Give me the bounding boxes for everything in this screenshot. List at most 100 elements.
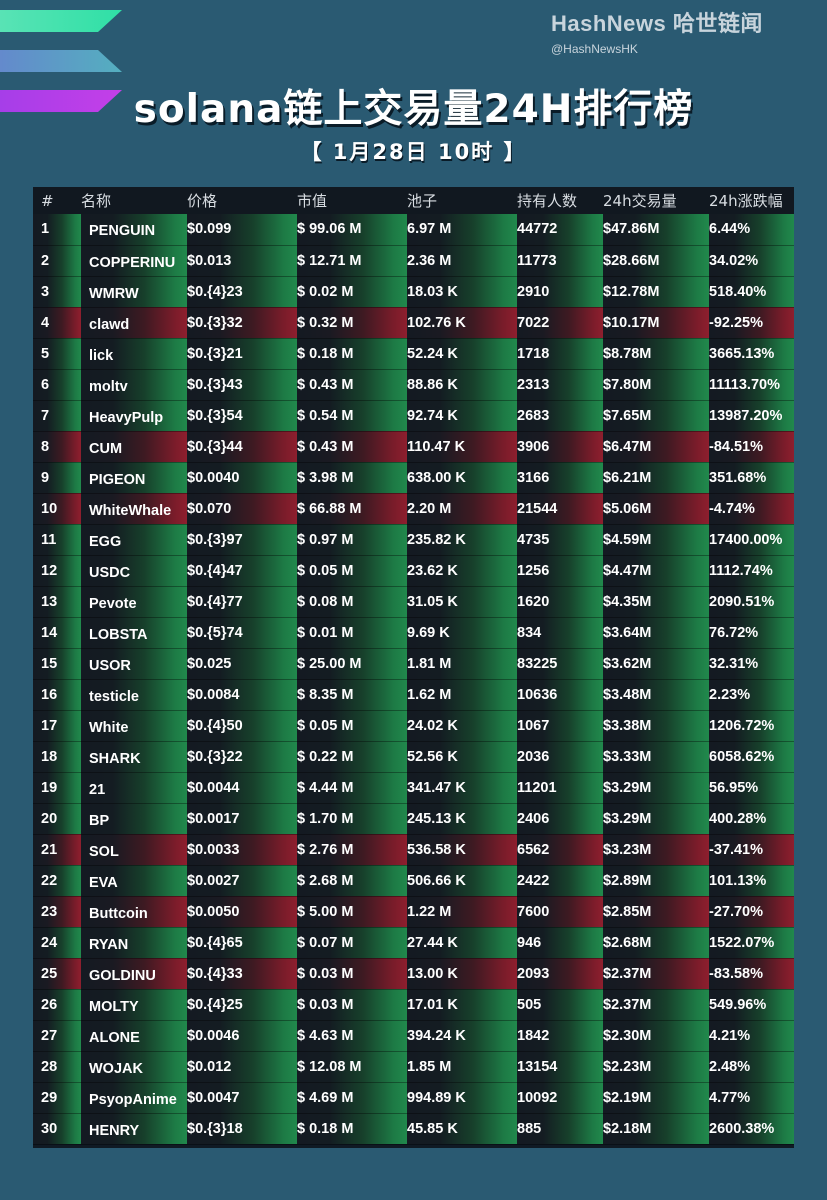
cell-price: $0.0050 bbox=[187, 896, 297, 928]
cell-holders: 13154 bbox=[517, 1051, 603, 1083]
cell-volume: $2.19M bbox=[603, 1082, 709, 1114]
cell-market-cap: $ 0.08 M bbox=[297, 586, 407, 618]
cell-market-cap: $ 25.00 M bbox=[297, 648, 407, 680]
cell-rank: 16 bbox=[33, 679, 81, 711]
cell-price: $0.0084 bbox=[187, 679, 297, 711]
cell-change: 101.13% bbox=[709, 865, 794, 897]
cell-holders: 2422 bbox=[517, 865, 603, 897]
cell-change: 1112.74% bbox=[709, 555, 794, 587]
cell-change: 2.23% bbox=[709, 679, 794, 711]
cell-name: PIGEON bbox=[81, 462, 187, 494]
cell-pool: 31.05 K bbox=[407, 586, 517, 618]
page-subtitle: 【 1月28日 10时 】 bbox=[300, 140, 527, 164]
cell-volume: $3.29M bbox=[603, 803, 709, 835]
cell-price: $0.{3}32 bbox=[187, 307, 297, 339]
table-row: 14 LOBSTA $0.{5}74 $ 0.01 M 9.69 K 834 $3.64M 7… bbox=[33, 617, 794, 649]
cell-volume: $3.29M bbox=[603, 772, 709, 804]
cell-rank: 17 bbox=[33, 710, 81, 742]
table-row: 16 testicle $0.0084 $ 8.35 M 1.62 M 10636 $3.4… bbox=[33, 679, 794, 711]
col-header-name: 名称 bbox=[81, 187, 187, 214]
cell-volume: $2.89M bbox=[603, 865, 709, 897]
cell-price: $0.{3}44 bbox=[187, 431, 297, 463]
cell-price: $0.{3}97 bbox=[187, 524, 297, 556]
cell-price: $0.{3}22 bbox=[187, 741, 297, 773]
table-row: 22 EVA $0.0027 $ 2.68 M 506.66 K 2422 $2.89M 10… bbox=[33, 865, 794, 897]
cell-holders: 10636 bbox=[517, 679, 603, 711]
cell-price: $0.099 bbox=[187, 214, 297, 246]
ranking-table: # 名称 价格 市值 池子 持有人数 24h交易量 24h涨跌幅 1 PENGUI… bbox=[33, 187, 794, 1145]
cell-volume: $2.85M bbox=[603, 896, 709, 928]
cell-rank: 28 bbox=[33, 1051, 81, 1083]
cell-name: GOLDINU bbox=[81, 958, 187, 990]
cell-market-cap: $ 0.05 M bbox=[297, 555, 407, 587]
cell-price: $0.{4}23 bbox=[187, 276, 297, 308]
cell-holders: 4735 bbox=[517, 524, 603, 556]
cell-pool: 1.62 M bbox=[407, 679, 517, 711]
cell-holders: 946 bbox=[517, 927, 603, 959]
cell-price: $0.0040 bbox=[187, 462, 297, 494]
cell-market-cap: $ 0.01 M bbox=[297, 617, 407, 649]
cell-rank: 15 bbox=[33, 648, 81, 680]
cell-price: $0.{3}43 bbox=[187, 369, 297, 401]
cell-holders: 7600 bbox=[517, 896, 603, 928]
cell-volume: $7.65M bbox=[603, 400, 709, 432]
cell-change: 6058.62% bbox=[709, 741, 794, 773]
cell-rank: 21 bbox=[33, 834, 81, 866]
cell-rank: 18 bbox=[33, 741, 81, 773]
cell-holders: 2406 bbox=[517, 803, 603, 835]
table-row: 6 moltv $0.{3}43 $ 0.43 M 88.86 K 2313 $7.80M 1… bbox=[33, 369, 794, 401]
cell-name: WhiteWhale bbox=[81, 493, 187, 525]
cell-name: SHARK bbox=[81, 741, 187, 773]
cell-pool: 2.20 M bbox=[407, 493, 517, 525]
table-row: 26 MOLTY $0.{4}25 $ 0.03 M 17.01 K 505 $2.37M 5… bbox=[33, 989, 794, 1021]
cell-rank: 25 bbox=[33, 958, 81, 990]
cell-change: 17400.00% bbox=[709, 524, 794, 556]
cell-price: $0.{3}21 bbox=[187, 338, 297, 370]
cell-name: lick bbox=[81, 338, 187, 370]
cell-pool: 45.85 K bbox=[407, 1113, 517, 1145]
cell-market-cap: $ 0.97 M bbox=[297, 524, 407, 556]
cell-change: 4.21% bbox=[709, 1020, 794, 1052]
cell-market-cap: $ 5.00 M bbox=[297, 896, 407, 928]
col-header-change: 24h涨跌幅 bbox=[709, 187, 794, 214]
table-row: 15 USOR $0.025 $ 25.00 M 1.81 M 83225 $3.62M 32… bbox=[33, 648, 794, 680]
table-row: 2 COPPERINU $0.013 $ 12.71 M 2.36 M 11773 $28.… bbox=[33, 245, 794, 277]
cell-market-cap: $ 1.70 M bbox=[297, 803, 407, 835]
cell-market-cap: $ 4.44 M bbox=[297, 772, 407, 804]
cell-holders: 83225 bbox=[517, 648, 603, 680]
cell-holders: 11201 bbox=[517, 772, 603, 804]
cell-pool: 102.76 K bbox=[407, 307, 517, 339]
table-header-row: # 名称 价格 市值 池子 持有人数 24h交易量 24h涨跌幅 bbox=[33, 187, 794, 214]
cell-pool: 23.62 K bbox=[407, 555, 517, 587]
cell-name: RYAN bbox=[81, 927, 187, 959]
cell-holders: 885 bbox=[517, 1113, 603, 1145]
cell-volume: $3.62M bbox=[603, 648, 709, 680]
col-header-pool: 池子 bbox=[407, 187, 517, 214]
cell-market-cap: $ 66.88 M bbox=[297, 493, 407, 525]
cell-pool: 13.00 K bbox=[407, 958, 517, 990]
cell-holders: 1620 bbox=[517, 586, 603, 618]
cell-holders: 1718 bbox=[517, 338, 603, 370]
cell-market-cap: $ 0.54 M bbox=[297, 400, 407, 432]
cell-volume: $3.64M bbox=[603, 617, 709, 649]
cell-change: 1206.72% bbox=[709, 710, 794, 742]
cell-change: 4.77% bbox=[709, 1082, 794, 1114]
cell-volume: $3.38M bbox=[603, 710, 709, 742]
cell-rank: 23 bbox=[33, 896, 81, 928]
cell-holders: 11773 bbox=[517, 245, 603, 277]
cell-rank: 3 bbox=[33, 276, 81, 308]
cell-price: $0.{3}54 bbox=[187, 400, 297, 432]
cell-market-cap: $ 99.06 M bbox=[297, 214, 407, 246]
cell-name: Pevote bbox=[81, 586, 187, 618]
table-row: 29 PsyopAnime $0.0047 $ 4.69 M 994.89 K 10092… bbox=[33, 1082, 794, 1114]
cell-holders: 2093 bbox=[517, 958, 603, 990]
cell-change: 1522.07% bbox=[709, 927, 794, 959]
page-title: solana链上交易量24H排行榜 bbox=[133, 87, 694, 132]
cell-pool: 2.36 M bbox=[407, 245, 517, 277]
cell-rank: 29 bbox=[33, 1082, 81, 1114]
table-row: 3 WMRW $0.{4}23 $ 0.02 M 18.03 K 2910 $12.78M 5… bbox=[33, 276, 794, 308]
cell-holders: 6562 bbox=[517, 834, 603, 866]
cell-price: $0.{3}18 bbox=[187, 1113, 297, 1145]
cell-price: $0.{4}77 bbox=[187, 586, 297, 618]
table-row: 24 RYAN $0.{4}65 $ 0.07 M 27.44 K 946 $2.68M 15… bbox=[33, 927, 794, 959]
